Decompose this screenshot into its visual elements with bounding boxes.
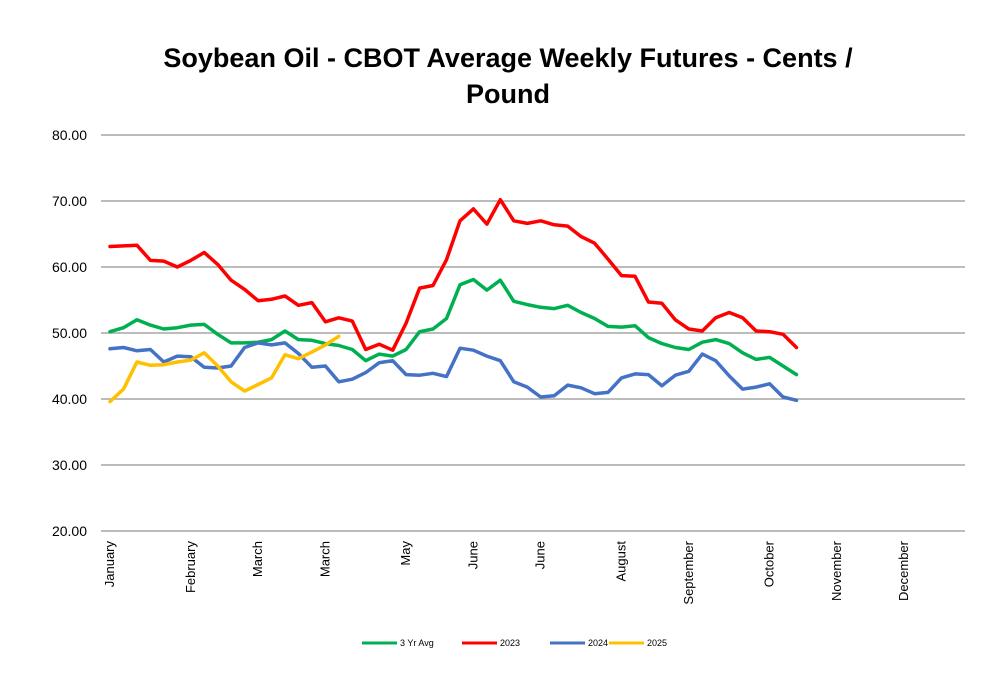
y-tick-label: 80.00 [52, 127, 87, 143]
legend-label: 2025 [647, 638, 667, 648]
chart-title-line1: Soybean Oil - CBOT Average Weekly Future… [163, 43, 853, 73]
x-tick-label: March [317, 541, 332, 577]
x-tick-label: October [762, 540, 777, 587]
x-tick-label: February [183, 541, 198, 594]
gridlines [101, 134, 965, 532]
x-tick-label: November [829, 540, 844, 601]
series-line-2023 [108, 197, 799, 352]
y-tick-label: 20.00 [52, 523, 87, 539]
series-line-2024 [108, 341, 799, 403]
legend-label: 2024 [588, 638, 608, 648]
series-line-2025 [108, 334, 341, 404]
y-tick-label: 70.00 [52, 193, 87, 209]
legend: 3 Yr Avg 2023 2024 2025 [362, 638, 667, 648]
legend-label: 3 Yr Avg [400, 638, 434, 648]
series-lines [108, 197, 799, 404]
x-tick-label: March [250, 541, 265, 577]
x-tick-label: May [398, 541, 413, 566]
x-tick-label: June [465, 541, 480, 569]
y-tick-label: 40.00 [52, 391, 87, 407]
x-tick-label: September [681, 540, 696, 604]
y-axis-tick-labels: 20.00 30.00 40.00 50.00 60.00 70.00 80.00 [52, 127, 87, 539]
y-tick-label: 60.00 [52, 259, 87, 275]
legend-label: 2023 [500, 638, 520, 648]
y-tick-label: 50.00 [52, 325, 87, 341]
series-line-3-yr-avg [108, 277, 799, 377]
y-tick-label: 30.00 [52, 457, 87, 473]
x-tick-label: June [533, 541, 548, 569]
x-axis-tick-labels: January February March March May June June Augu… [102, 540, 911, 604]
chart-title-line2: Pound [466, 79, 550, 109]
x-tick-label: August [613, 541, 628, 582]
x-tick-label: January [102, 541, 117, 588]
x-tick-label: December [896, 540, 911, 601]
